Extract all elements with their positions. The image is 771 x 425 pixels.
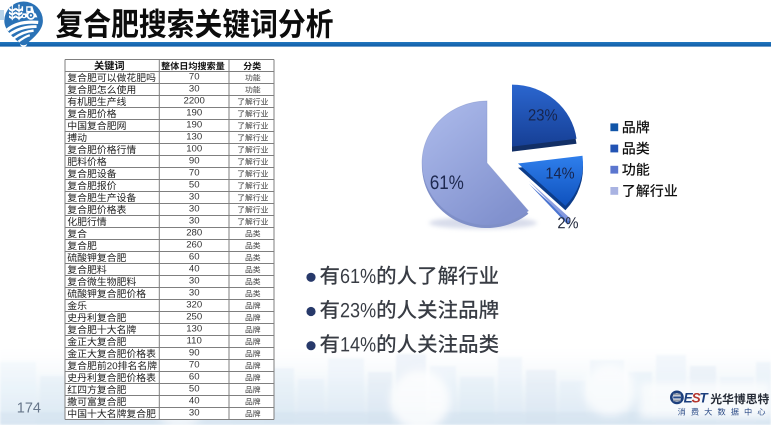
- svg-text:70: 70: [189, 168, 200, 179]
- svg-text:90: 90: [189, 348, 200, 359]
- svg-text:70: 70: [189, 72, 200, 83]
- svg-text:174: 174: [17, 401, 41, 417]
- svg-text:110: 110: [187, 336, 202, 347]
- svg-text:70: 70: [189, 360, 200, 371]
- svg-text:2200: 2200: [184, 96, 205, 107]
- svg-text:30: 30: [189, 84, 200, 95]
- svg-text:30: 30: [189, 204, 200, 215]
- svg-text:190: 190: [186, 120, 202, 131]
- svg-text:40: 40: [189, 396, 200, 407]
- svg-text:250: 250: [186, 312, 202, 323]
- svg-text:130: 130: [186, 324, 202, 335]
- svg-text:280: 280: [186, 228, 202, 239]
- svg-text:60: 60: [189, 372, 200, 383]
- svg-text:50: 50: [189, 180, 200, 191]
- svg-text:30: 30: [189, 216, 200, 227]
- svg-text:100: 100: [186, 144, 202, 155]
- svg-text:30: 30: [189, 288, 200, 299]
- svg-text:S: S: [692, 391, 701, 406]
- svg-text:T: T: [699, 391, 709, 406]
- svg-text:30: 30: [189, 276, 200, 287]
- svg-text:E: E: [684, 391, 694, 406]
- svg-text:50: 50: [189, 384, 200, 395]
- svg-text:320: 320: [186, 300, 202, 311]
- svg-text:190: 190: [186, 108, 202, 119]
- svg-text:40: 40: [189, 264, 200, 275]
- svg-text:60: 60: [189, 252, 200, 263]
- svg-text:130: 130: [186, 132, 202, 143]
- svg-text:30: 30: [189, 192, 200, 203]
- svg-text:90: 90: [189, 156, 200, 167]
- svg-text:30: 30: [189, 408, 200, 419]
- svg-text:260: 260: [186, 240, 202, 251]
